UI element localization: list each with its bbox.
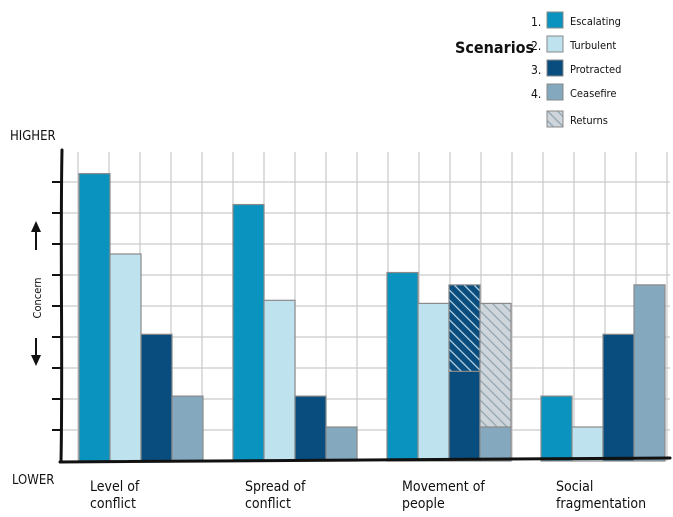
x-tick-label: conflict [245, 496, 291, 512]
bar [602, 333, 635, 462]
bar [571, 426, 604, 462]
returns-bar-segment [448, 284, 481, 372]
legend-swatch [546, 11, 564, 29]
bar [448, 370, 481, 462]
bar [417, 302, 450, 462]
bar [171, 395, 204, 462]
legend-number: 2. [531, 39, 541, 53]
bar [294, 395, 327, 462]
legend-title: Scenarios [455, 38, 534, 57]
legend-label: Escalating [570, 15, 621, 28]
bar [386, 271, 419, 462]
legend-label: Turbulent [569, 39, 616, 52]
legend-label: Ceasefire [570, 87, 616, 100]
legend-swatch [546, 59, 564, 77]
legend: Scenarios 1. Escalating 2. Turbulent 3. Protra… [455, 11, 621, 128]
axes [31, 148, 672, 464]
y-low-label: LOWER [12, 473, 54, 488]
bars [78, 173, 666, 462]
legend-swatch [546, 110, 564, 128]
bar [140, 333, 173, 462]
x-tick-label: people [402, 496, 445, 512]
y-axis-label: Concern [31, 278, 44, 319]
bar [78, 173, 111, 462]
bar [633, 284, 666, 462]
x-tick-label: Social [556, 479, 593, 495]
bar [263, 299, 296, 462]
legend-swatch [546, 35, 564, 53]
bar [325, 426, 358, 462]
x-tick-label: Level of [90, 479, 140, 495]
x-tick-label: Spread of [245, 479, 306, 495]
bar [540, 395, 573, 462]
bar [232, 203, 265, 462]
x-tick-label: fragmentation [556, 496, 646, 512]
x-tick-label: conflict [90, 496, 136, 512]
legend-number: 4. [531, 87, 541, 101]
x-tick-label: Movement of [402, 479, 485, 495]
legend-number: 3. [531, 63, 541, 77]
legend-swatch [546, 83, 564, 101]
bar [109, 253, 142, 462]
x-axis-line [58, 456, 672, 464]
y-high-label: HIGHER [10, 129, 56, 144]
bar [479, 426, 512, 462]
arrow-down-icon [31, 355, 41, 366]
returns-bar-segment [479, 302, 512, 428]
legend-label: Protracted [570, 63, 621, 76]
legend-number: 1. [531, 15, 541, 29]
legend-label: Returns [570, 114, 608, 127]
arrow-up-icon [31, 221, 41, 232]
